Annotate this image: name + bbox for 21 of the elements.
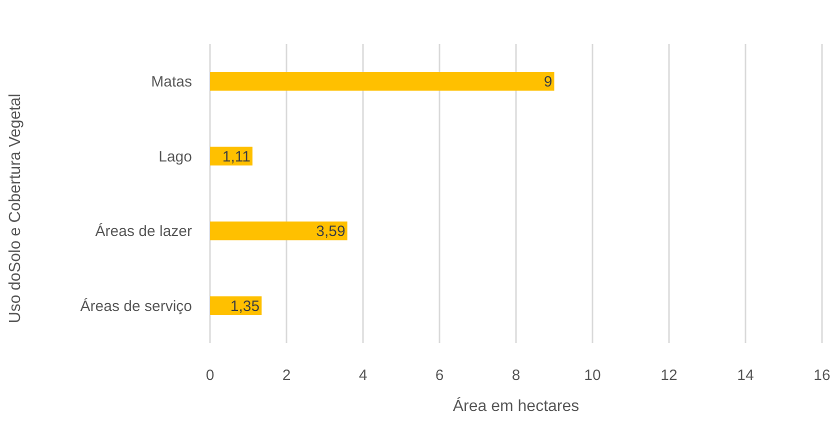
x-tick-label: 10 xyxy=(584,367,601,384)
x-tick-label: 16 xyxy=(814,367,830,384)
data-label: 9 xyxy=(544,74,552,91)
y-tick-label: Matas xyxy=(151,74,192,91)
y-tick-label: Áreas de serviço xyxy=(80,296,192,315)
x-tick-label: 2 xyxy=(282,367,291,384)
bar xyxy=(210,222,348,240)
y-tick-label: Lago xyxy=(158,148,192,166)
x-tick-label: 12 xyxy=(660,367,678,384)
x-tick-label: 8 xyxy=(512,367,520,384)
data-label: 1,35 xyxy=(230,298,260,315)
x-axis-title: Área em hectares xyxy=(452,397,580,415)
x-tick-label: 0 xyxy=(206,367,214,384)
x-tick-label: 4 xyxy=(358,367,368,384)
y-axis-title: Uso doSolo e Cobertura Vegetal xyxy=(7,94,24,324)
data-label: 1,11 xyxy=(222,148,250,166)
x-tick-label: 14 xyxy=(737,367,754,384)
y-tick-label: Áreas de lazer xyxy=(95,222,192,240)
bar xyxy=(210,72,554,91)
x-tick-label: 6 xyxy=(435,367,444,384)
data-label: 3,59 xyxy=(316,223,346,240)
